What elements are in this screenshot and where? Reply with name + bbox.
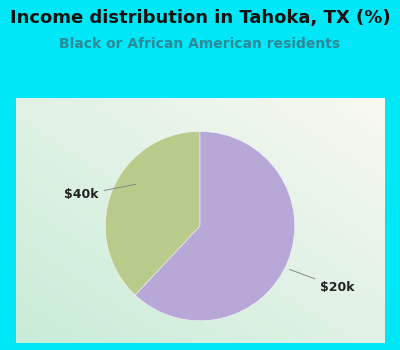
Text: $20k: $20k <box>290 270 355 294</box>
Text: Black or African American residents: Black or African American residents <box>60 37 340 51</box>
Text: $40k: $40k <box>64 184 136 201</box>
Wedge shape <box>135 131 295 321</box>
Wedge shape <box>105 131 200 295</box>
Text: Income distribution in Tahoka, TX (%): Income distribution in Tahoka, TX (%) <box>10 9 390 27</box>
